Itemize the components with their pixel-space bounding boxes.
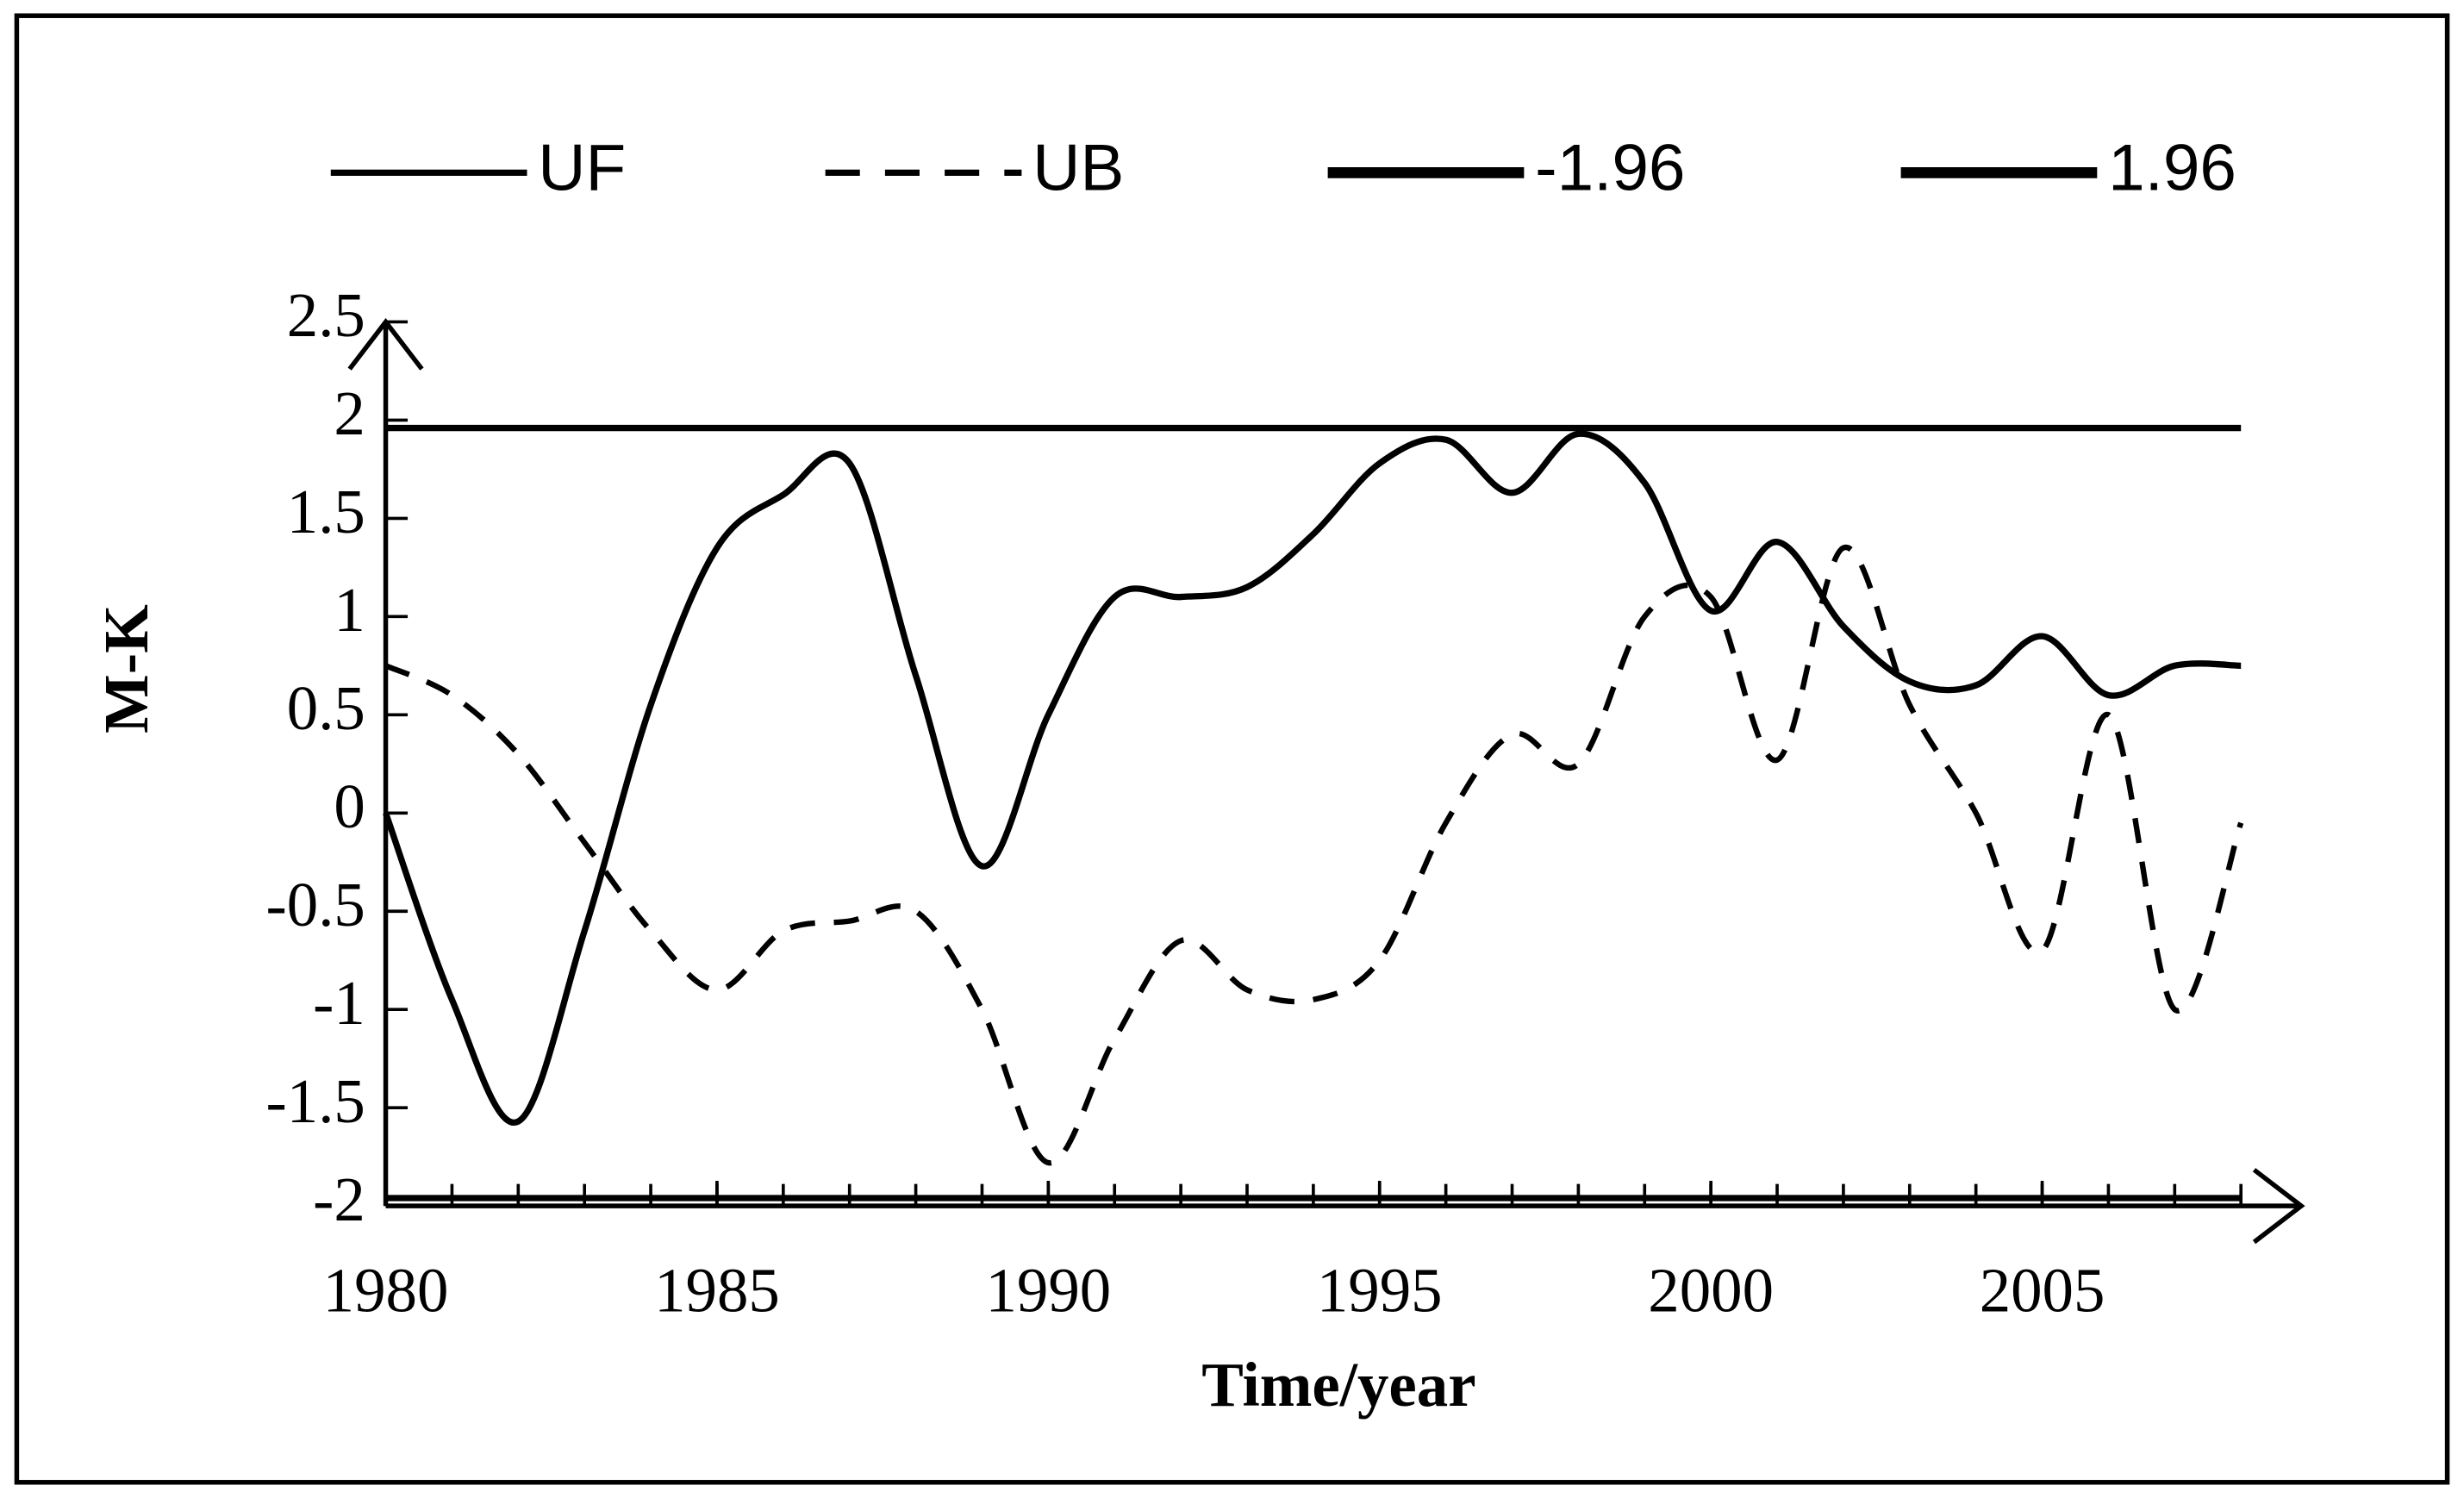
x-tick-label: 2000 <box>1648 1256 1774 1326</box>
y-tick-label: 1.5 <box>287 477 365 546</box>
legend-label: UB <box>1032 132 1124 205</box>
x-tick-label: 2005 <box>1980 1256 2105 1326</box>
y-tick-label: 1 <box>334 575 365 645</box>
legend-label: 1.96 <box>2108 132 2236 205</box>
y-tick-label: -1 <box>313 968 365 1038</box>
y-tick-label: -1.5 <box>266 1066 365 1136</box>
y-tick-label: 2 <box>334 378 365 448</box>
y-tick-label: 0 <box>334 771 365 841</box>
y-axis-title: M-K <box>91 604 161 733</box>
y-tick-label: 0.5 <box>287 673 365 743</box>
series-line <box>383 430 2242 1126</box>
x-tick-label: 1980 <box>323 1256 449 1326</box>
x-tick-label: 1995 <box>1317 1256 1443 1326</box>
y-tick-label: 2.5 <box>287 280 365 350</box>
series-line <box>384 545 2244 1166</box>
legend-label: UF <box>538 132 626 205</box>
x-tick-label: 1985 <box>654 1256 780 1326</box>
legend-label: -1.96 <box>1535 132 1685 205</box>
x-axis-arrow <box>2252 1168 2305 1245</box>
y-tick-label: -0.5 <box>266 870 365 939</box>
x-tick-label: 1990 <box>985 1256 1111 1326</box>
x-axis-title: Time/year <box>1201 1350 1475 1420</box>
frame <box>14 13 2450 1485</box>
y-tick-label: -2 <box>313 1164 365 1234</box>
